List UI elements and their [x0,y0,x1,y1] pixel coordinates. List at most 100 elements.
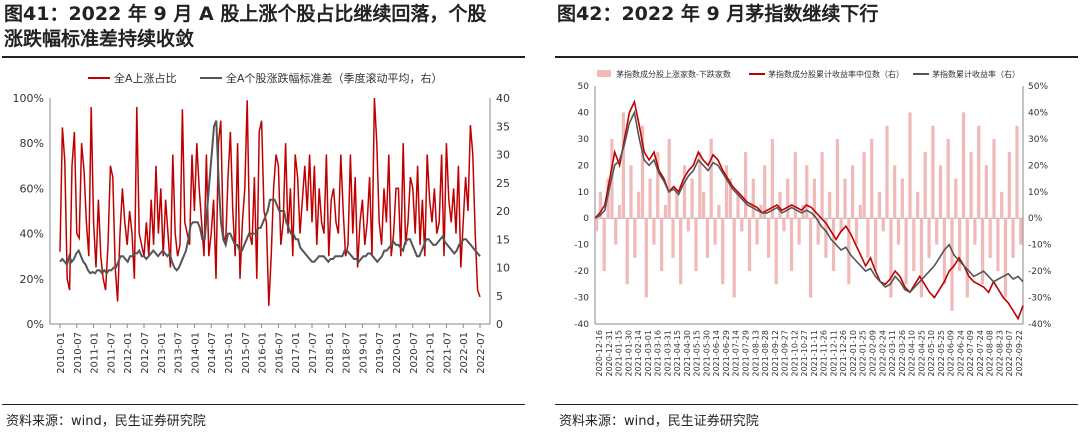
x-tick-label: 2021-04-15 [673,330,682,377]
x-tick-label: 2022-08-08 [986,330,995,377]
bar-up-minus-down [786,178,790,219]
bar-up-minus-down [931,125,935,219]
x-tick-label: 2022-01 [459,332,470,374]
y-right-tick-label: 35 [496,120,510,133]
bar-up-minus-down [686,218,690,232]
bar-up-minus-down [721,218,725,285]
y-right-tick-label: 0 [496,318,503,331]
bar-up-minus-down [981,218,985,285]
x-tick-label: 2021-08-13 [751,330,760,377]
x-tick-label: 2022-04-25 [917,330,926,377]
legend-label: 茅指数累计收益率（右） [932,69,1020,79]
y-left-tick-label: -10 [574,241,589,251]
right-title-rule [555,56,1078,58]
bar-up-minus-down [977,125,981,219]
y-right-tick-label: 20% [1028,161,1048,171]
x-tick-label: 2022-05-10 [927,330,936,377]
x-tick-label: 2010-01 [56,332,67,374]
bar-up-minus-down [809,218,813,298]
bar-up-minus-down [698,152,702,219]
bar-up-minus-down [900,178,904,219]
left-panel: 图41：2022 年 9 月 A 股上涨个股占比继续回落，个股 涨跌幅标准差持续… [0,0,527,433]
x-tick-label: 2021-01 [426,332,437,374]
bar-up-minus-down [736,191,740,219]
x-tick-label: 2021-03-01 [644,330,653,377]
y-right-tick-label: 15 [496,233,510,246]
x-tick-label: 2021-12-26 [839,330,848,377]
bar-up-minus-down [633,218,637,258]
legend-label: 茅指数成分股上涨家数-下跌家数 [616,69,731,79]
bar-up-minus-down [763,165,767,219]
y-right-tick-label: 5 [496,290,503,303]
bar-up-minus-down [767,218,771,258]
x-tick-label: 2022-09-22 [1015,330,1024,377]
bar-up-minus-down [877,191,881,219]
y-right-tick-label: -10% [1028,241,1052,251]
x-tick-label: 2021-09-12 [771,330,780,377]
x-tick-label: 2015-07 [241,332,252,374]
x-tick-label: 2018-01 [325,332,336,374]
bar-up-minus-down [625,218,629,285]
bar-up-minus-down [816,218,820,245]
y-right-tick-label: -40% [1028,320,1052,330]
y-right-tick-label: 40 [496,92,510,105]
y-left-tick-label: 30 [578,135,590,145]
x-tick-label: 2021-07-29 [742,330,751,377]
y-right-tick-label: 20 [496,205,510,218]
x-tick-label: 2021-07 [442,332,453,374]
bar-up-minus-down [740,218,744,232]
bar-up-minus-down [660,218,664,272]
bar-up-minus-down [595,218,599,232]
series-line-std-dev [59,120,481,275]
x-tick-label: 2022-09-07 [1005,330,1014,377]
x-tick-label: 2016-01 [258,332,269,374]
bar-up-minus-down [675,191,679,219]
bar-up-minus-down [874,218,878,272]
x-tick-label: 2014-07 [207,332,218,374]
x-tick-label: 2010-07 [73,332,84,374]
bar-up-minus-down [950,218,954,311]
x-tick-label: 2022-03-11 [888,330,897,377]
bar-up-minus-down [893,165,897,219]
x-tick-label: 2022-08-23 [995,330,1004,377]
x-tick-label: 2011-01 [90,332,101,374]
bar-up-minus-down [984,165,988,219]
x-tick-label: 2021-12-11 [829,330,838,377]
bar-up-minus-down [774,218,778,285]
x-tick-label: 2021-11-11 [810,330,819,377]
bar-up-minus-down [713,218,717,245]
x-tick-label: 2022-07-09 [966,330,975,377]
left-bottom-rule [2,404,525,405]
bar-up-minus-down [988,218,992,258]
bar-up-minus-down [751,178,755,219]
x-tick-label: 2020-12-31 [605,330,614,377]
bar-up-minus-down [652,218,656,245]
x-tick-label: 2012-07 [140,332,151,374]
x-tick-label: 2021-08-28 [761,330,770,377]
y-left-tick-label: 40 [578,108,590,118]
bar-up-minus-down [843,178,847,219]
x-tick-label: 2017-01 [291,332,302,374]
x-tick-label: 2021-07-14 [732,330,741,377]
x-tick-label: 2021-05-30 [702,330,711,377]
x-tick-label: 2020-12-16 [595,330,604,377]
bar-up-minus-down [954,178,958,219]
bar-up-minus-down [961,112,966,219]
x-tick-label: 2022-01-25 [859,330,868,377]
y-left-tick-label: 0 [583,214,589,224]
y-right-tick-label: 50% [1028,82,1048,92]
x-tick-label: 2021-11-26 [820,330,829,377]
bar-up-minus-down [916,191,920,219]
bar-up-minus-down [866,218,870,258]
bar-up-minus-down [702,191,706,219]
bar-up-minus-down [682,165,687,219]
bar-up-minus-down [862,152,866,219]
bar-up-minus-down [854,218,859,245]
x-tick-label: 2017-07 [308,332,319,374]
x-tick-label: 2022-06-24 [956,330,965,377]
y-left-tick-label: 80% [20,137,44,150]
y-right-tick-label: 30 [496,149,510,162]
bar-up-minus-down [747,218,752,272]
bar-up-minus-down [602,218,606,272]
bar-up-minus-down [728,178,732,219]
